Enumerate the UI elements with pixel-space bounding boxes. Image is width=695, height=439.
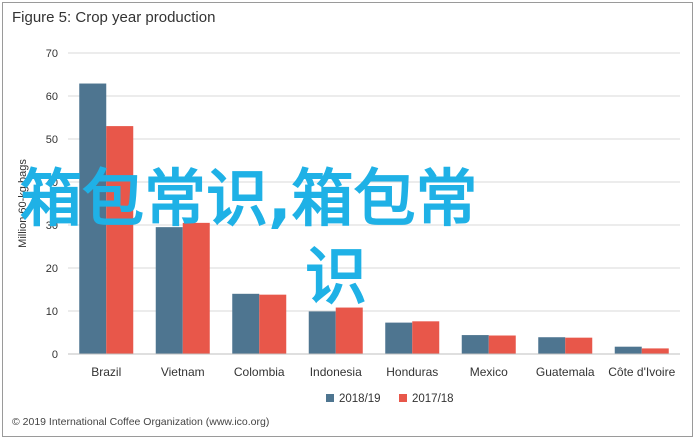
bar-2018-19-0: [79, 83, 107, 354]
bar-2018-19-4: [385, 322, 413, 354]
bar-2018-19-5: [461, 335, 489, 354]
bar-2017-18-0: [106, 126, 134, 354]
bar-2017-18-7: [641, 348, 669, 354]
x-tick-label: Guatemala: [536, 365, 595, 379]
bars: [79, 83, 669, 354]
chart-title: Figure 5: Crop year production: [12, 9, 216, 26]
y-tick-label: 20: [46, 263, 58, 275]
bar-2017-18-1: [182, 222, 210, 354]
bar-2018-19-2: [232, 293, 260, 354]
x-tick-label: Côte d'Ivoire: [608, 365, 675, 379]
bar-2017-18-6: [565, 337, 593, 354]
source-footer: © 2019 International Coffee Organization…: [12, 416, 270, 428]
y-tick-label: 40: [46, 177, 58, 189]
y-tick-label: 70: [46, 48, 58, 60]
legend-swatch: [326, 394, 334, 402]
bar-2018-19-3: [308, 311, 336, 354]
bar-2018-19-7: [614, 346, 642, 354]
bar-2018-19-6: [538, 337, 566, 354]
bar-2018-19-1: [155, 227, 183, 354]
y-tick-label: 0: [52, 349, 58, 361]
axes: 0 10 20 30 40 50 60 70 Million 60-kg bags Brazil V…: [17, 48, 680, 379]
legend-label: 2017/18: [412, 393, 454, 405]
y-tick-label: 30: [46, 220, 58, 232]
watermark-line-1: 箱包常识,箱包常: [20, 162, 478, 235]
y-tick-label: 60: [46, 91, 58, 103]
y-tick-label: 50: [46, 134, 58, 146]
bar-2017-18-4: [412, 321, 440, 354]
watermark: 箱包常识,箱包常 识: [20, 162, 478, 313]
legend-swatch: [399, 394, 407, 402]
x-tick-label: Brazil: [91, 365, 121, 379]
watermark-line-2: 识: [305, 240, 367, 313]
x-tick-label: Mexico: [470, 365, 508, 379]
x-tick-label: Colombia: [234, 365, 285, 379]
x-tick-label: Vietnam: [161, 365, 205, 379]
grid-lines: [68, 52, 680, 355]
y-tick-label: 10: [46, 306, 58, 318]
legend: 2018/19 2017/18: [326, 393, 454, 405]
y-axis-label: Million 60-kg bags: [17, 159, 29, 248]
bar-2017-18-2: [259, 294, 287, 354]
x-tick-label: Indonesia: [310, 365, 362, 379]
bar-2017-18-3: [335, 307, 363, 354]
x-tick-label: Honduras: [386, 365, 438, 379]
bar-2017-18-5: [488, 335, 516, 354]
legend-label: 2018/19: [339, 393, 381, 405]
